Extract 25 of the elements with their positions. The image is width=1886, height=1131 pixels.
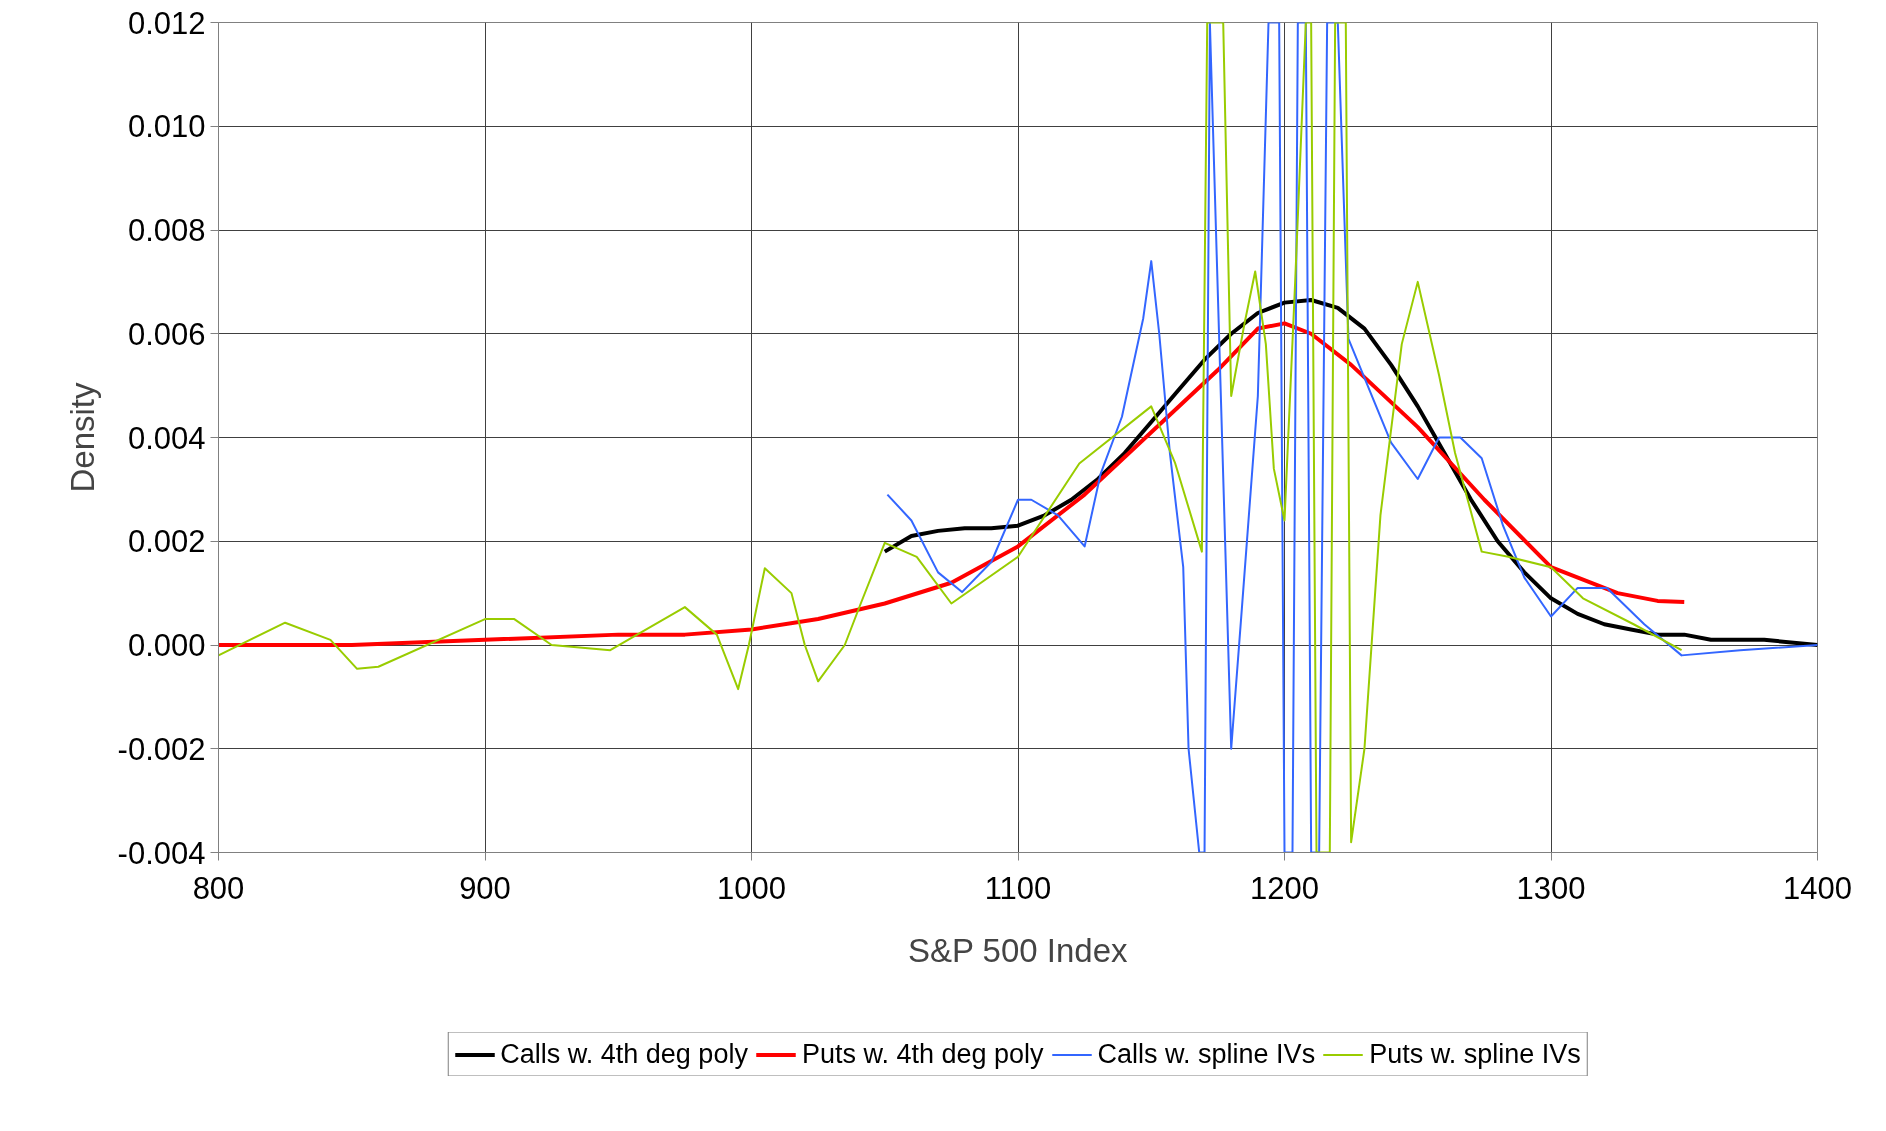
legend-label: Calls w. 4th deg poly bbox=[500, 1038, 748, 1070]
line-series bbox=[886, 22, 1818, 853]
legend-label: Calls w. spline IVs bbox=[1097, 1038, 1316, 1070]
y-tick-label: -0.002 bbox=[117, 731, 206, 767]
y-tick-label: 0.004 bbox=[127, 420, 206, 456]
x-tick-label: 900 bbox=[459, 870, 511, 906]
y-tick-label: 0.002 bbox=[127, 524, 206, 560]
y-axis-title: Density bbox=[63, 381, 101, 493]
x-tick-label: 1400 bbox=[1783, 870, 1852, 906]
legend-label: Puts w. spline IVs bbox=[1369, 1038, 1581, 1070]
y-tick-label: 0.006 bbox=[127, 316, 206, 352]
line-series bbox=[882, 298, 1818, 647]
legend-label: Puts w. 4th deg poly bbox=[801, 1038, 1044, 1070]
x-tick-label: 800 bbox=[192, 870, 245, 906]
y-tick-label: 0.000 bbox=[127, 628, 206, 663]
x-tick-label: 1300 bbox=[1516, 870, 1586, 906]
y-tick-label: 0.012 bbox=[127, 5, 206, 41]
y-tick-label: -0.004 bbox=[117, 835, 206, 871]
x-tick-label: 1000 bbox=[717, 870, 786, 906]
x-tick-label: 1200 bbox=[1250, 870, 1319, 906]
line-series bbox=[218, 321, 1687, 647]
y-tick-label: 0.010 bbox=[127, 109, 206, 145]
x-axis-title: S&P 500 Index bbox=[907, 931, 1128, 969]
x-tick-label: 1100 bbox=[984, 870, 1052, 906]
y-tick-label: 0.008 bbox=[127, 213, 206, 248]
